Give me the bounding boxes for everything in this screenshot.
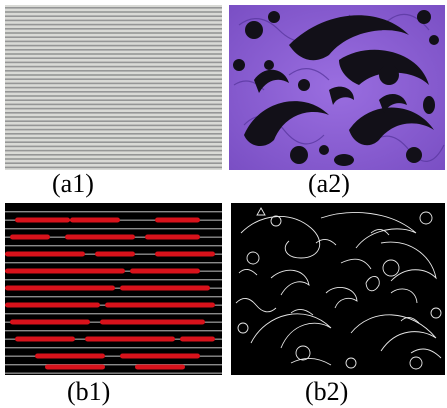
caption-b1: (b1) [67,377,111,406]
image-striped-fabric [5,5,222,170]
paisley-fabric-graphic [229,5,445,170]
caption-a2: (a2) [308,169,350,198]
stripe-segmentation-graphic [5,203,222,375]
caption-b2: (b2) [305,377,349,406]
image-edge-map [231,203,445,375]
image-stripe-segmentation [5,203,222,375]
caption-a1: (a1) [52,169,94,198]
image-paisley-fabric [229,5,445,170]
edge-map-graphic [231,203,445,375]
striped-fabric-graphic [5,5,222,170]
